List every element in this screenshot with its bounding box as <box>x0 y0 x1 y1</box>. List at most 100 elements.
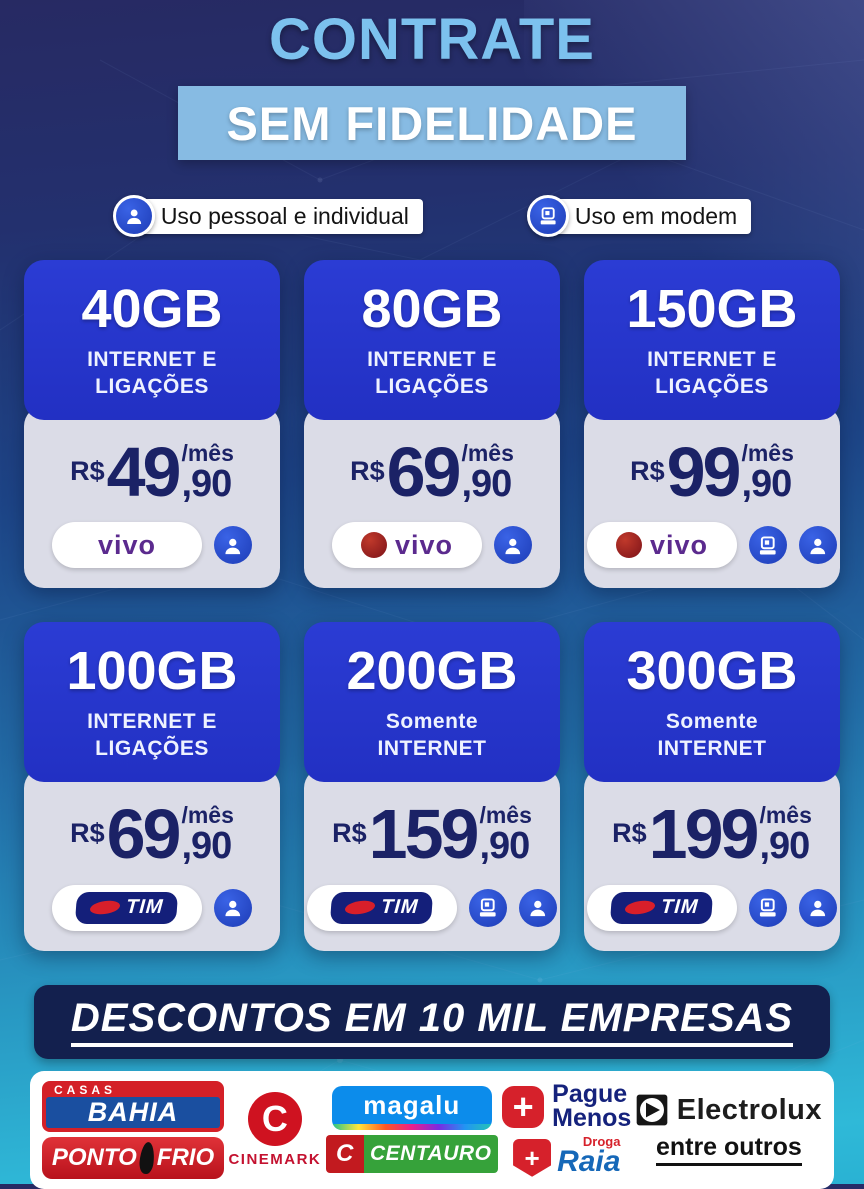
plan-card-body: R$ 49 /mês ,90 vivo <box>24 406 280 589</box>
plan-price: R$ 99 /mês ,90 <box>590 433 834 511</box>
vivo-logo: vivo <box>649 529 709 560</box>
plan-footer: vivo <box>587 504 837 569</box>
plan-description: Somente INTERNET <box>658 708 767 763</box>
currency-label: R$ <box>350 456 385 486</box>
person-icon <box>519 888 557 927</box>
person-icon <box>799 888 837 927</box>
magalu-rainbow-stripe <box>331 1124 492 1131</box>
price-period: /mês <box>181 440 234 466</box>
legend: Uso pessoal e individual Uso em modem <box>0 194 864 238</box>
droga-raia-main-text: Raia <box>557 1145 621 1179</box>
carrier-pill-vivo: vivo <box>332 522 482 569</box>
casas-bahia-logo: CASAS BAHIA <box>42 1080 224 1132</box>
casas-bahia-main-text: BAHIA <box>87 1096 179 1127</box>
vivo-red-badge-icon <box>615 532 642 559</box>
plan-description-line1: INTERNET E <box>367 347 497 371</box>
person-icon <box>112 195 155 237</box>
tim-swoosh-icon <box>89 898 121 916</box>
plan-description-line1: Somente <box>665 710 759 734</box>
page-title: CONTRATE <box>269 7 595 72</box>
cinemark-label: CINEMARK <box>228 1150 322 1168</box>
plan-card-40gb: 40GB INTERNET E LIGAÇÕES R$ 49 /mês ,90 <box>24 260 280 589</box>
plan-card-body: R$ 69 /mês ,90 vivo <box>304 406 560 589</box>
plan-description: INTERNET E LIGAÇÕES <box>87 346 217 401</box>
casas-bahia-top-text: CASAS <box>54 1082 117 1097</box>
ponto-frio-logo: PONTO FRIO <box>42 1136 224 1179</box>
electrolux-label: Electrolux <box>676 1093 822 1126</box>
cinemark-logo: C CINEMARK <box>228 1091 322 1168</box>
ponto-frio-word1: PONTO <box>51 1143 137 1171</box>
cinemark-initial: C <box>261 1097 288 1139</box>
centauro-label: CENTAURO <box>363 1135 498 1174</box>
plan-data-amount: 150GB <box>626 278 798 339</box>
plan-description-line2: LIGAÇÕES <box>95 375 209 398</box>
electrolux-icon <box>636 1094 668 1126</box>
plan-description-line1: INTERNET E <box>87 347 217 371</box>
modem-icon <box>526 195 569 237</box>
vivo-logo: vivo <box>97 529 157 560</box>
price-period: /mês <box>479 802 532 829</box>
partner-group-magalu-centauro: magalu C CENTAURO <box>325 1086 498 1174</box>
plan-card-200gb: 200GB Somente INTERNET R$ 159 /mês ,90 <box>304 622 560 951</box>
currency-label: R$ <box>332 818 367 849</box>
legend-personal-label: Uso pessoal e individual <box>134 198 423 234</box>
partner-group-pharmacies: + Pague Menos + Droga Raia <box>502 1081 631 1179</box>
carrier-pill-tim: TIM <box>587 884 737 931</box>
currency-label: R$ <box>612 818 647 849</box>
vivo-red-badge-icon <box>360 532 387 559</box>
plan-card-header: 80GB INTERNET E LIGAÇÕES <box>304 260 560 420</box>
price-integer: 99 <box>666 433 742 511</box>
price-integer: 69 <box>106 795 182 874</box>
tim-logo: TIM <box>330 891 434 924</box>
centauro-logo: C CENTAURO <box>325 1135 498 1174</box>
ponto-frio-word2: FRIO <box>156 1143 215 1171</box>
tim-swoosh-icon <box>624 898 656 916</box>
plan-footer: vivo <box>30 504 274 569</box>
plan-card-body: R$ 99 /mês ,90 vivo <box>584 406 840 589</box>
price-period: /mês <box>741 440 794 466</box>
plan-description: INTERNET E LIGAÇÕES <box>647 346 777 401</box>
plan-footer: TIM <box>30 867 274 931</box>
plan-data-amount: 300GB <box>626 641 798 702</box>
plan-description-line2: LIGAÇÕES <box>375 375 489 398</box>
plan-card-header: 300GB Somente INTERNET <box>584 622 840 783</box>
legend-personal: Uso pessoal e individual <box>112 195 423 237</box>
tim-logo: TIM <box>610 891 714 924</box>
magalu-label: magalu <box>363 1089 461 1120</box>
pague-menos-label: Pague Menos <box>552 1081 631 1131</box>
subtitle-banner: SEM FIDELIDADE <box>178 86 686 160</box>
price-cents: ,90 <box>181 463 232 505</box>
plan-price: R$ 69 /mês ,90 <box>30 795 274 874</box>
plan-data-amount: 100GB <box>66 641 238 702</box>
partner-group-casas-ponto: CASAS BAHIA PONTO FRIO <box>42 1080 224 1179</box>
carrier-pill-vivo: vivo <box>52 522 202 569</box>
plan-description: INTERNET E LIGAÇÕES <box>87 708 217 763</box>
tim-logo: TIM <box>75 891 179 924</box>
magalu-logo: magalu <box>331 1086 492 1131</box>
discount-banner: DESCONTOS EM 10 MIL EMPRESAS <box>34 984 830 1059</box>
plan-card-80gb: 80GB INTERNET E LIGAÇÕES R$ 69 /mês ,90 <box>304 260 560 589</box>
plan-description: INTERNET E LIGAÇÕES <box>367 346 497 401</box>
price-cents: ,90 <box>741 463 792 505</box>
plan-description-line2: INTERNET <box>657 737 767 761</box>
plan-card-header: 200GB Somente INTERNET <box>304 622 560 783</box>
plan-description-line2: LIGAÇÕES <box>95 737 209 761</box>
plan-card-header: 40GB INTERNET E LIGAÇÕES <box>24 260 280 420</box>
plans-grid: 40GB INTERNET E LIGAÇÕES R$ 49 /mês ,90 <box>24 260 840 951</box>
pague-menos-cross-icon: + <box>502 1085 545 1128</box>
price-integer: 199 <box>648 795 760 874</box>
plan-price: R$ 49 /mês ,90 <box>30 437 274 507</box>
partner-group-electrolux: Electrolux entre outros <box>636 1094 822 1166</box>
carrier-pill-tim: TIM <box>307 884 457 931</box>
legend-modem: Uso em modem <box>526 195 752 237</box>
carrier-pill-vivo: vivo <box>587 522 737 569</box>
plan-price: R$ 69 /mês ,90 <box>310 437 554 507</box>
modem-icon <box>749 526 787 565</box>
legend-modem-label: Uso em modem <box>548 198 752 234</box>
price-cents: ,90 <box>479 825 530 868</box>
plan-description-line1: Somente <box>385 710 479 734</box>
penguin-icon <box>138 1141 156 1175</box>
plan-data-amount: 80GB <box>361 278 503 339</box>
droga-raia-cross-icon: + <box>513 1138 552 1177</box>
price-cents: ,90 <box>759 825 810 868</box>
